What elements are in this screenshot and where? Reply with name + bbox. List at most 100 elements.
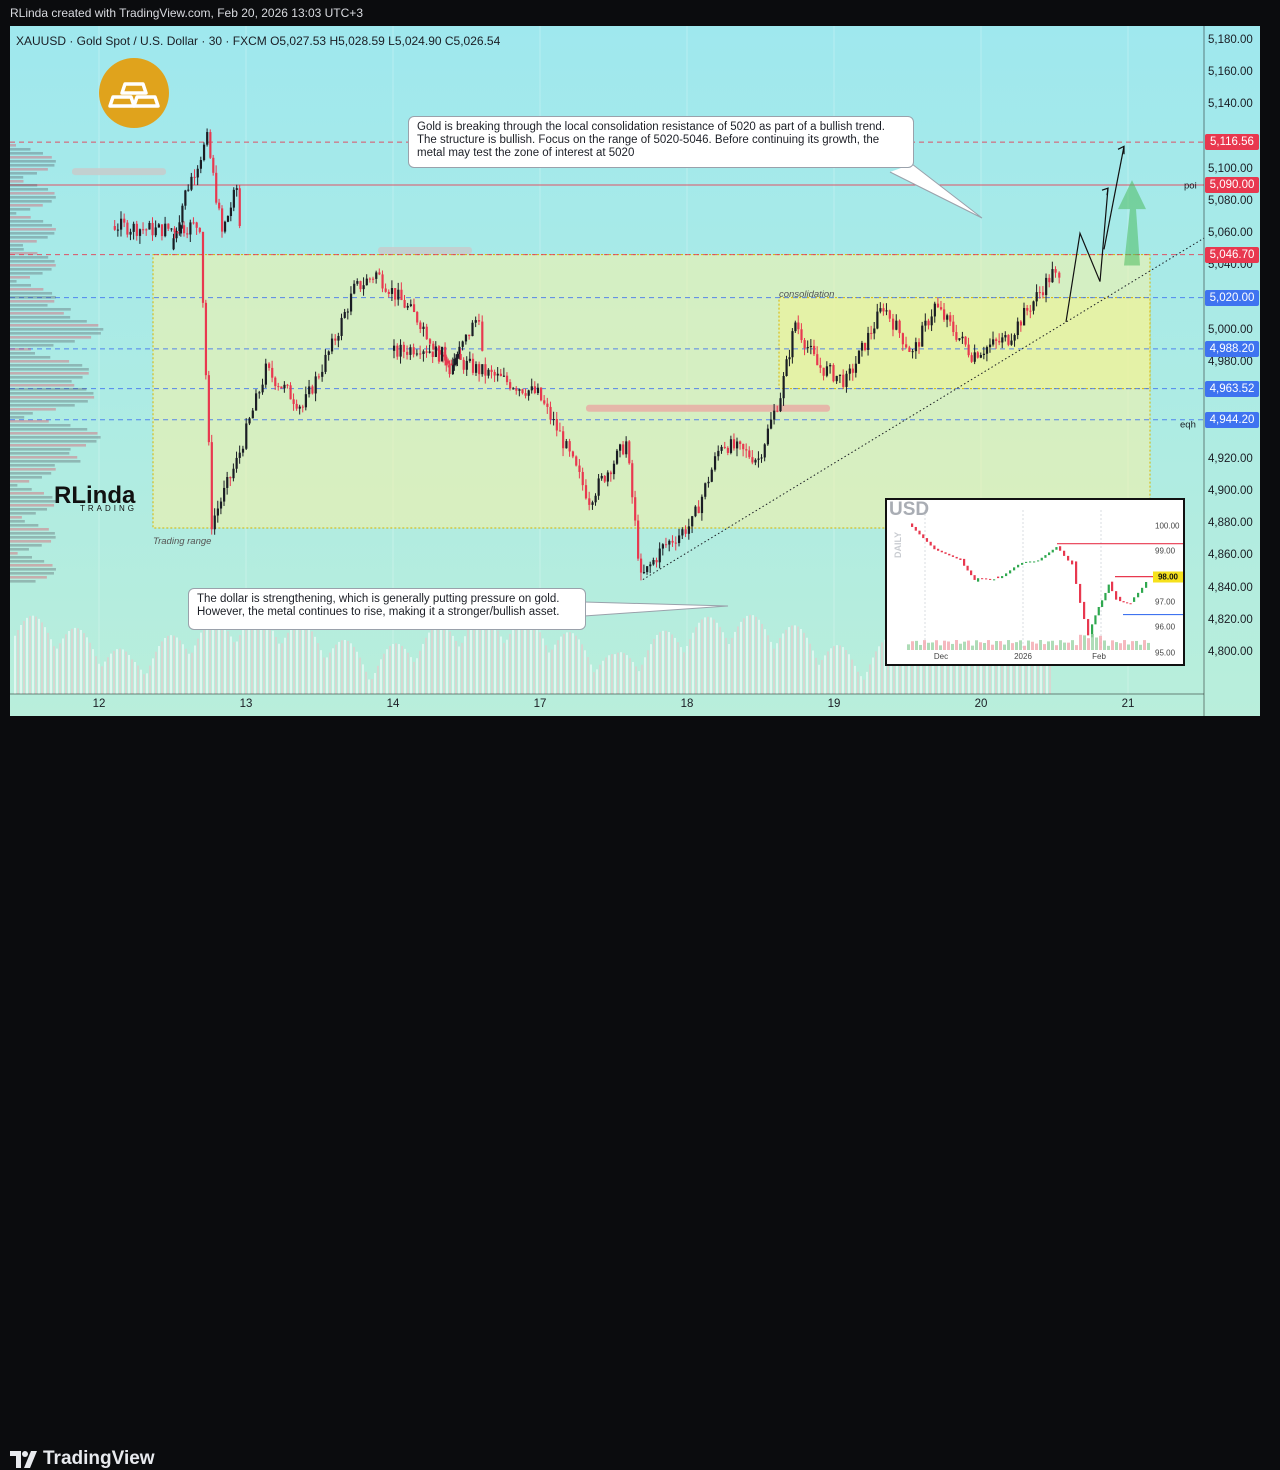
volume-profile-bar: [10, 224, 52, 227]
inset-date-tick: Feb: [1092, 652, 1106, 661]
candle-body: [199, 160, 202, 169]
volume-bar: [839, 645, 841, 694]
candle-body: [967, 344, 970, 356]
poi-label: poi: [1184, 180, 1197, 192]
inset-volume-bar: [1079, 634, 1082, 650]
volume-profile-bar: [10, 428, 88, 431]
resistance-zone: [72, 168, 166, 176]
volume-bar: [875, 651, 877, 694]
price-level-tag[interactable]: 4,963.52: [1205, 380, 1259, 397]
inset-volume-bar: [923, 640, 926, 650]
volume-bar: [65, 634, 67, 694]
time-axis[interactable]: 12 13 14 17 18 19 20 21: [10, 694, 1204, 716]
volume-bar: [620, 652, 622, 694]
volume-bar: [893, 639, 895, 694]
top-callout[interactable]: Gold is breaking through the local conso…: [408, 116, 914, 168]
candle-body: [148, 222, 151, 230]
candle-body: [760, 457, 763, 459]
candle-body: [905, 344, 908, 348]
price-level-tag[interactable]: 5,046.70: [1205, 246, 1259, 263]
candle-body: [678, 535, 681, 544]
inset-volume-bar: [955, 640, 958, 650]
volume-bar: [251, 616, 253, 694]
candle-body: [642, 572, 646, 574]
candle-body: [998, 340, 1001, 343]
volume-bar: [182, 644, 184, 694]
candle-body: [490, 369, 493, 372]
candle-body: [742, 443, 745, 450]
candle-body: [788, 357, 791, 360]
volume-bar: [23, 620, 25, 694]
candle-body: [988, 344, 992, 348]
volume-bar: [710, 617, 712, 694]
volume-profile-bar: [10, 200, 52, 203]
volume-bar: [686, 645, 688, 694]
volume-bar: [83, 633, 85, 694]
candle-body: [412, 304, 416, 313]
volume-bar: [500, 636, 502, 694]
volume-bar: [179, 640, 181, 694]
inset-volume-bar: [971, 645, 974, 650]
tradingview-logo[interactable]: TradingView: [10, 1448, 155, 1470]
volume-bar: [215, 619, 217, 694]
volume-bar: [842, 647, 844, 694]
inset-candle: [1040, 557, 1043, 561]
trading-range-zone: [152, 254, 1151, 529]
volume-profile-bar: [10, 416, 25, 419]
volume-bar: [869, 664, 871, 694]
date-tick-label: 14: [386, 698, 400, 710]
date-tick-label: 18: [680, 698, 694, 710]
candle-body: [536, 387, 540, 394]
candle-body: [600, 475, 603, 479]
candle-body: [178, 222, 181, 231]
volume-bar: [371, 679, 373, 694]
candle-body: [170, 228, 173, 230]
candle-body: [425, 351, 428, 353]
volume-bar: [995, 640, 997, 694]
volume-bar: [548, 652, 550, 694]
candle-body: [402, 344, 405, 352]
candle-body: [210, 442, 213, 530]
price-chart[interactable]: [10, 26, 1260, 716]
bottom-callout[interactable]: The dollar is strengthening, which is ge…: [188, 588, 586, 630]
volume-bar: [317, 643, 319, 694]
inset-volume-bar: [1087, 638, 1090, 650]
volume-bar: [425, 637, 427, 694]
candle-body: [268, 363, 271, 368]
volume-bar: [326, 657, 328, 694]
symbol-ohlc-line[interactable]: XAUUSD · Gold Spot / U.S. Dollar · 30 · …: [16, 34, 501, 48]
candle-body: [403, 300, 406, 308]
chart-panel[interactable]: XAUUSD · Gold Spot / U.S. Dollar · 30 · …: [10, 26, 1260, 716]
usd-inset-chart: USD DAILY 100.00 99.00 97.00 96.00 95.00 98.0…: [885, 498, 1185, 666]
price-level-tag[interactable]: 4,944.20: [1205, 411, 1259, 428]
volume-bar: [797, 626, 799, 694]
candle-body: [258, 392, 261, 394]
inset-candle: [1059, 546, 1062, 551]
candle-body: [484, 364, 487, 376]
price-axis[interactable]: 5,180.00 5,160.00 5,140.00 5,100.00 5,080.00…: [1204, 26, 1260, 716]
volume-bar: [614, 654, 616, 694]
inset-candle: [1013, 567, 1016, 571]
candle-body: [908, 347, 911, 352]
volume-bar: [167, 635, 169, 694]
candle-body: [289, 385, 292, 400]
price-level-tag[interactable]: 5,020.00: [1205, 289, 1259, 306]
volume-bar: [659, 632, 661, 694]
inset-candle: [1001, 576, 1004, 579]
volume-profile-bar: [10, 540, 52, 543]
inset-volume-bar: [927, 642, 930, 650]
price-level-tag[interactable]: 5,116.56: [1205, 134, 1259, 151]
inset-volume-bar: [1035, 643, 1038, 650]
volume-bar: [545, 645, 547, 694]
price-tick-label: 4,920.00: [1208, 452, 1253, 465]
volume-bar: [593, 672, 595, 694]
price-level-tag[interactable]: 5,090.00: [1205, 176, 1259, 193]
volume-bar: [461, 642, 463, 694]
volume-profile-bar: [10, 372, 89, 375]
volume-bar: [290, 628, 292, 694]
volume-bar: [242, 629, 244, 694]
candle-body: [229, 477, 232, 479]
volume-bar: [266, 620, 268, 694]
price-level-tag[interactable]: 4,988.20: [1205, 340, 1259, 357]
volume-bar: [158, 646, 160, 694]
